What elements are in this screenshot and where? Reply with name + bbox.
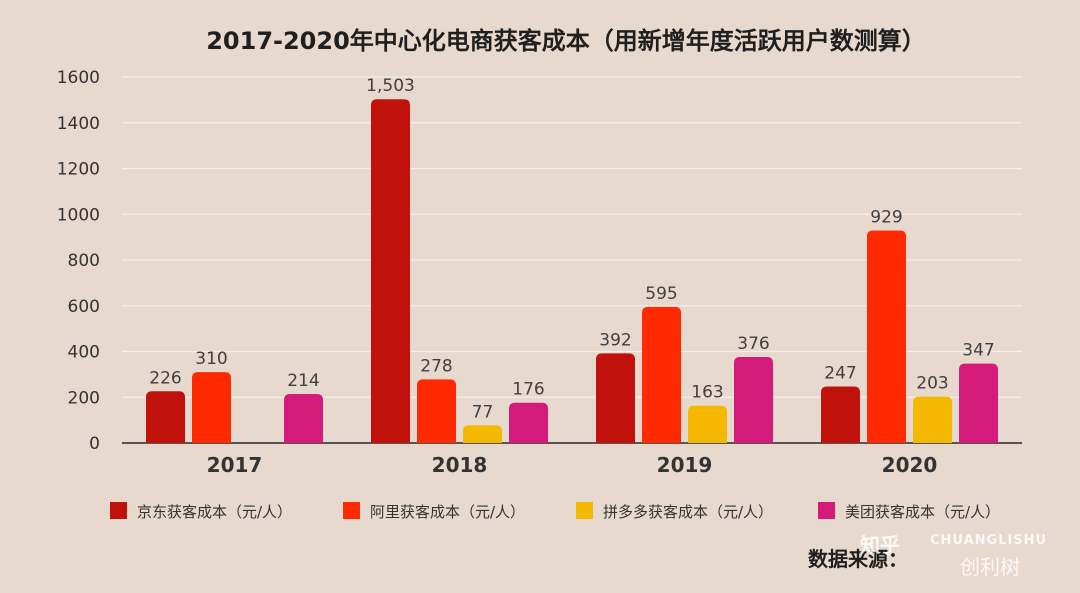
data-label: 929 xyxy=(870,207,902,227)
legend-label: 美团获客成本（元/人） xyxy=(845,503,1000,521)
y-tick-label: 200 xyxy=(68,388,100,408)
x-axis: 2017 2018 2019 2020 xyxy=(207,453,938,477)
data-label: 278 xyxy=(420,356,452,376)
bars xyxy=(146,99,998,443)
data-label: 77 xyxy=(472,402,494,422)
chart-title: 2017-2020年中心化电商获客成本（用新增年度活跃用户数测算） xyxy=(206,27,926,55)
bar xyxy=(146,391,185,443)
watermark-text-cn: 创利树 xyxy=(960,555,1020,579)
data-label: 376 xyxy=(737,334,769,354)
bar xyxy=(371,99,410,443)
x-tick-label: 2020 xyxy=(882,453,938,477)
y-axis: 0 200 400 600 800 1000 1200 1400 1600 xyxy=(57,68,100,454)
data-labels: 226 310 214 1,503 278 77 176 392 595 163 376 247 929… xyxy=(149,76,994,422)
data-label: 310 xyxy=(195,349,227,369)
legend-label: 京东获客成本（元/人） xyxy=(137,503,292,521)
legend-swatch xyxy=(343,502,360,519)
data-label: 1,503 xyxy=(366,76,415,96)
y-tick-label: 0 xyxy=(89,434,100,454)
bar xyxy=(821,386,860,443)
y-tick-label: 600 xyxy=(68,297,100,317)
watermark-text-en: CHUANGLISHU xyxy=(930,533,1047,548)
legend-label: 拼多多获客成本（元/人） xyxy=(603,503,773,521)
y-tick-label: 1200 xyxy=(57,160,100,180)
data-label: 595 xyxy=(645,284,677,304)
bar xyxy=(642,306,681,443)
bar xyxy=(596,353,635,443)
data-label: 247 xyxy=(824,363,856,383)
watermark-logo: 知乎 CHUANGLISHU 创利树 xyxy=(860,533,1047,579)
bar xyxy=(959,363,998,443)
y-tick-label: 1000 xyxy=(57,205,100,225)
x-tick-label: 2018 xyxy=(432,453,488,477)
bar xyxy=(463,425,502,443)
x-tick-label: 2017 xyxy=(207,453,263,477)
bar xyxy=(509,402,548,443)
y-tick-label: 1400 xyxy=(57,114,100,134)
legend-swatch xyxy=(818,502,835,519)
y-tick-label: 1600 xyxy=(57,68,100,88)
bar xyxy=(734,356,773,443)
legend: 京东获客成本（元/人） 阿里获客成本（元/人） 拼多多获客成本（元/人） 美团获客成本… xyxy=(110,502,1000,521)
bar xyxy=(688,405,727,443)
bar xyxy=(284,394,323,443)
legend-label: 阿里获客成本（元/人） xyxy=(370,503,525,521)
bar xyxy=(867,230,906,443)
bar xyxy=(913,396,952,443)
y-tick-label: 400 xyxy=(68,343,100,363)
data-label: 214 xyxy=(287,371,319,391)
y-tick-label: 800 xyxy=(68,251,100,271)
bar xyxy=(417,379,456,443)
watermark-zhihu: 知乎 xyxy=(860,533,900,557)
data-label: 176 xyxy=(512,380,544,400)
legend-swatch xyxy=(576,502,593,519)
bar xyxy=(192,372,231,443)
data-label: 392 xyxy=(599,330,631,350)
x-tick-label: 2019 xyxy=(657,453,713,477)
data-label: 226 xyxy=(149,368,181,388)
source-note: 数据来源： xyxy=(808,547,908,571)
legend-swatch xyxy=(110,502,127,519)
data-label: 163 xyxy=(691,383,723,403)
data-label: 347 xyxy=(962,341,994,361)
data-label: 203 xyxy=(916,374,948,394)
